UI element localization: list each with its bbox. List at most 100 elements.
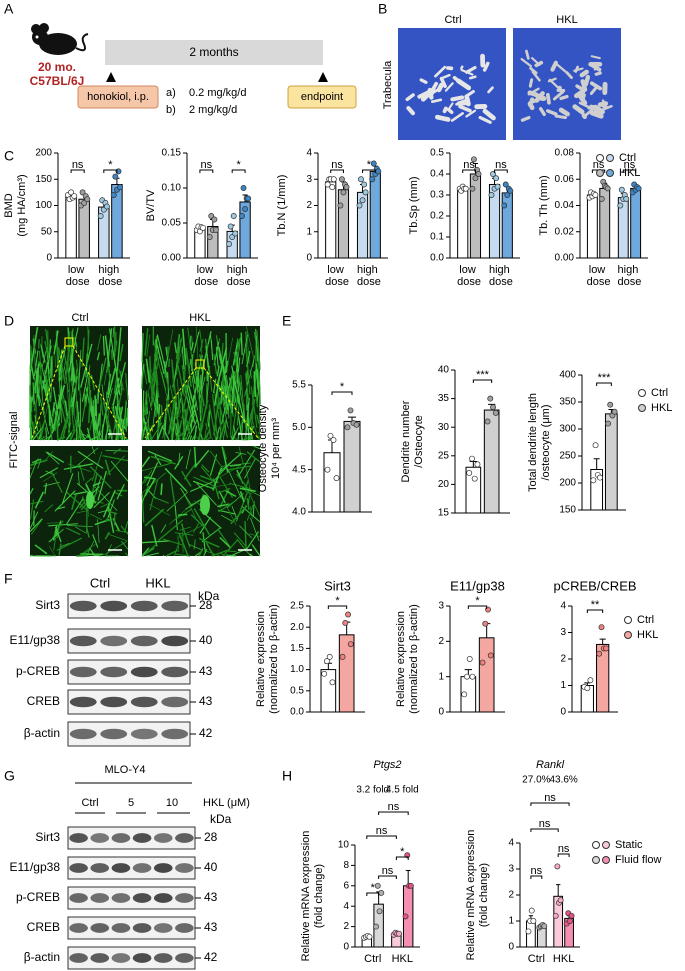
fitc-signal xyxy=(98,431,104,441)
data-point xyxy=(112,173,119,180)
y-tick-label: 20 xyxy=(438,479,450,490)
fitc-signal xyxy=(235,437,237,441)
fitc-signal xyxy=(224,385,229,410)
y-tick-label: 2 xyxy=(560,654,566,665)
fitc-signal xyxy=(171,358,175,392)
annotation: 4.5 fold xyxy=(386,785,419,796)
fitc-signal xyxy=(240,332,243,356)
fitc-signal xyxy=(170,406,175,441)
fitc-signal xyxy=(98,437,102,441)
y-axis-label: /Osteocyte xyxy=(413,415,425,468)
y-axis-label: (normalized to β-actin) xyxy=(268,604,280,714)
fitc-signal xyxy=(94,395,97,417)
data-point xyxy=(504,192,511,198)
data-point xyxy=(623,195,630,202)
fitc-signal xyxy=(187,418,198,441)
trabecula xyxy=(427,87,434,100)
fitc-signal xyxy=(93,400,97,433)
significance: ns xyxy=(558,843,570,855)
fitc-signal xyxy=(250,517,260,542)
bar xyxy=(604,413,618,511)
trabecula xyxy=(440,73,451,80)
fitc-signal xyxy=(205,542,215,557)
fitc-signal xyxy=(59,415,69,441)
fitc-signal xyxy=(245,325,255,360)
fitc-signal xyxy=(232,340,239,366)
band xyxy=(153,893,173,903)
data-point xyxy=(347,641,354,648)
arrowheads xyxy=(106,72,328,82)
y-tick-label: 0.04 xyxy=(555,200,575,211)
fitc-signal xyxy=(199,376,206,399)
fitc-signal xyxy=(181,470,192,487)
data-point xyxy=(329,679,336,686)
y-axis-label: Osteocyte density xyxy=(257,404,269,492)
fitc-signal xyxy=(175,339,182,375)
significance: ns xyxy=(495,159,507,171)
trabecula xyxy=(520,115,531,122)
fitc-signal xyxy=(169,416,173,434)
trabecula xyxy=(434,65,447,78)
fitc-signal xyxy=(144,470,153,484)
data-point xyxy=(472,175,479,182)
y-tick-label: 3 xyxy=(508,864,514,875)
protein-label: Sirt3 xyxy=(35,598,60,612)
fitc-signal xyxy=(183,462,197,480)
fitc-signal xyxy=(72,413,78,436)
kda-label: 40 xyxy=(204,860,218,874)
significance-bracket xyxy=(530,802,570,806)
data-point xyxy=(618,186,625,193)
fitc-signal xyxy=(178,452,181,466)
fitc-signal xyxy=(174,342,178,354)
legend-marker xyxy=(592,856,600,864)
fitc-signal xyxy=(121,540,129,550)
band xyxy=(100,666,128,678)
blot-group: HKL xyxy=(145,575,170,590)
band xyxy=(130,728,158,740)
band xyxy=(69,666,97,678)
trabecula xyxy=(439,76,447,89)
band xyxy=(90,953,110,963)
significance: * xyxy=(475,595,480,607)
fitc-signal xyxy=(235,473,248,489)
treatment-box xyxy=(77,85,159,109)
data-point xyxy=(590,477,597,484)
y-tick-label: 1.0 xyxy=(290,664,304,675)
trabecula xyxy=(590,106,604,117)
fitc-signal xyxy=(149,479,159,511)
band xyxy=(100,600,128,612)
data-point xyxy=(502,181,509,188)
fitc-signal xyxy=(71,387,76,408)
fitc-signal xyxy=(160,405,163,418)
data-point xyxy=(104,203,110,210)
fitc-signal xyxy=(218,499,237,513)
fitc-signal xyxy=(71,346,74,392)
x-tick-label: high dose xyxy=(618,264,642,288)
trabecula xyxy=(575,84,586,92)
legend-marker xyxy=(638,389,646,397)
y-tick-label: 2 xyxy=(438,636,444,647)
significance-bracket xyxy=(103,169,118,173)
data-point xyxy=(366,933,373,940)
y-axis-label: Relative mRNA expression xyxy=(300,831,312,962)
fitc-signal xyxy=(143,476,156,480)
chart-title: Ptgs2 xyxy=(373,759,401,771)
significance-bracket xyxy=(622,169,637,173)
data-point xyxy=(374,882,381,889)
fitc-signal xyxy=(50,356,53,377)
fitc-signal xyxy=(141,358,148,385)
fitc-signal xyxy=(231,371,235,414)
fitc-signal xyxy=(40,419,46,441)
fitc-signal xyxy=(219,552,226,557)
legend-label: HKL xyxy=(619,167,640,179)
fitc-signal xyxy=(164,416,167,435)
fitc-signal xyxy=(45,328,49,347)
fitc-signal xyxy=(110,460,129,482)
fitc-signal xyxy=(217,528,230,547)
trabecula xyxy=(581,113,587,120)
trabecula xyxy=(525,49,530,60)
fitc-signal xyxy=(53,537,56,551)
fitc-signal xyxy=(190,514,207,530)
fitc-signal xyxy=(141,547,155,557)
data-point xyxy=(79,189,86,196)
